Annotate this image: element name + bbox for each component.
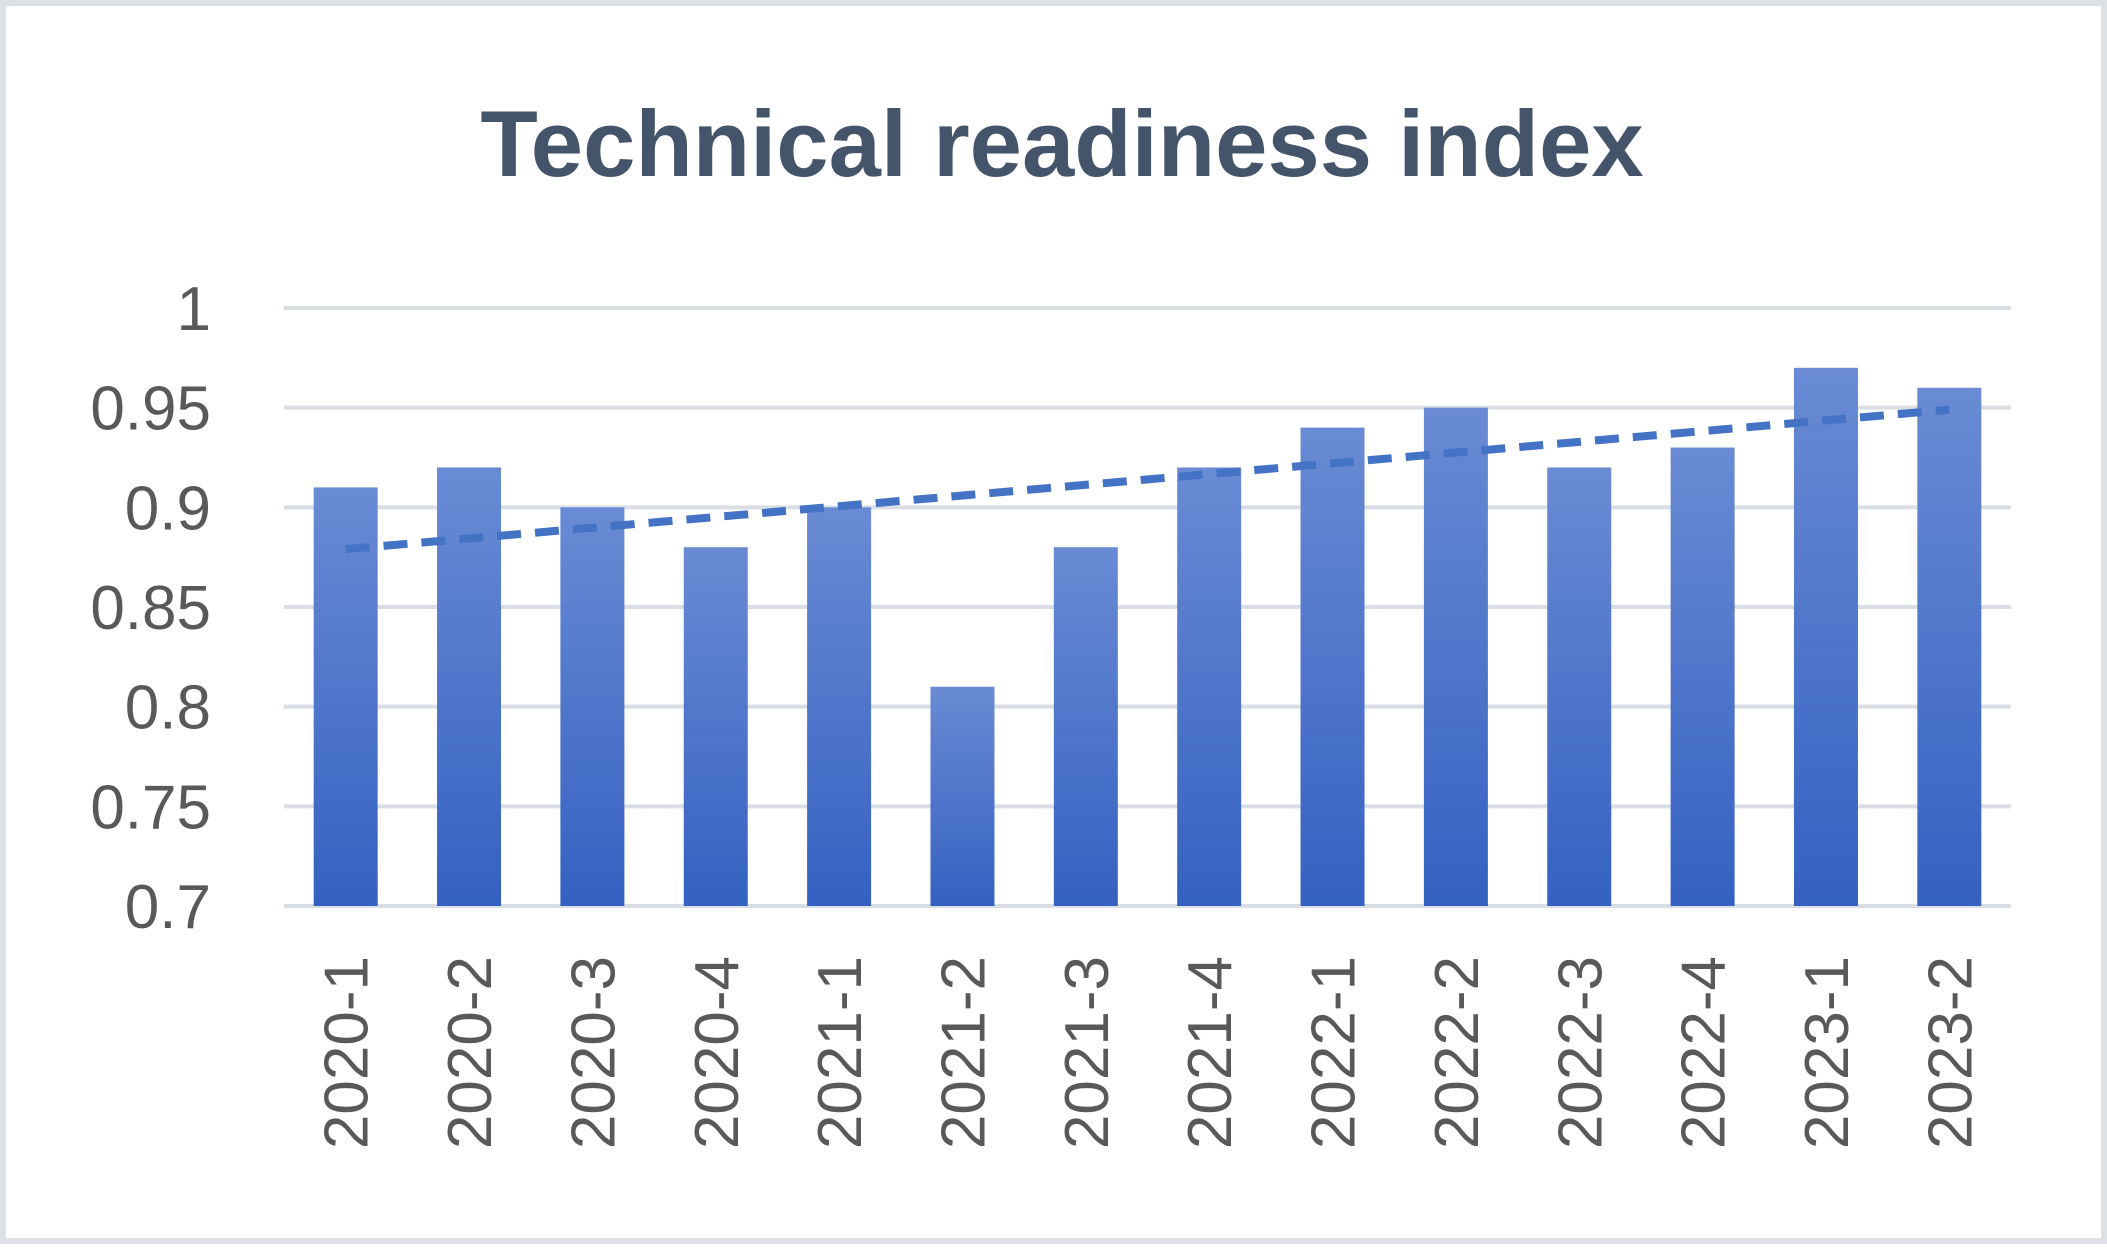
y-tick-label: 0.85 (90, 574, 211, 643)
x-tick-label: 2021-1 (806, 956, 875, 1149)
chart-title: Technical readiness index (480, 91, 1643, 196)
bar-2020-2 (437, 467, 502, 906)
x-tick-label: 2020-1 (313, 956, 382, 1149)
y-tick-label: 0.95 (90, 375, 211, 444)
chart: Technical readiness index 0.7 0.75 0.8 0.85… (90, 91, 2011, 1149)
bar-2021-2 (930, 686, 995, 906)
x-tick-label: 2022-2 (1423, 956, 1492, 1149)
trendline (345, 405, 1950, 554)
bar-2021-4 (1177, 467, 1242, 906)
x-tick-label: 2023-2 (1916, 956, 1985, 1149)
y-tick-label: 0.7 (125, 873, 211, 942)
x-tick-label: 2021-3 (1053, 956, 1122, 1149)
x-tick-label: 2021-4 (1176, 956, 1245, 1149)
x-tick-label: 2023-1 (1793, 956, 1862, 1149)
y-tick-label: 0.9 (125, 474, 211, 543)
bar-2021-1 (807, 507, 872, 906)
x-tick-label: 2020-4 (683, 956, 752, 1149)
y-tick-label: 1 (177, 275, 211, 344)
y-tick-label: 0.75 (90, 773, 211, 842)
bar-2021-3 (1053, 547, 1118, 906)
bar-2020-1 (313, 487, 378, 906)
y-tick-label: 0.8 (125, 674, 211, 743)
bar-2020-3 (560, 507, 625, 906)
x-tick-label: 2022-4 (1670, 956, 1739, 1149)
bar-2022-4 (1670, 447, 1735, 906)
gridlines (284, 306, 2011, 908)
bar-2023-1 (1793, 367, 1858, 906)
x-tick-label: 2022-1 (1300, 956, 1369, 1149)
x-tick-label: 2021-2 (929, 956, 998, 1149)
bar-2022-2 (1423, 407, 1488, 906)
bar-2022-1 (1300, 427, 1365, 906)
x-tick-label: 2022-3 (1546, 956, 1615, 1149)
bar-2020-4 (683, 547, 748, 906)
x-axis-ticks: 2020-1 2020-2 2020-3 2020-4 2021-1 2021-2 2021… (313, 956, 1986, 1149)
trendline-line (345, 405, 1950, 554)
bar-2022-3 (1547, 467, 1612, 906)
bar-2023-2 (1917, 387, 1982, 906)
y-axis-ticks: 0.7 0.75 0.8 0.85 0.9 0.95 1 (90, 275, 211, 942)
x-tick-label: 2020-2 (436, 956, 505, 1149)
x-tick-label: 2020-3 (559, 956, 628, 1149)
bars (313, 367, 1982, 906)
